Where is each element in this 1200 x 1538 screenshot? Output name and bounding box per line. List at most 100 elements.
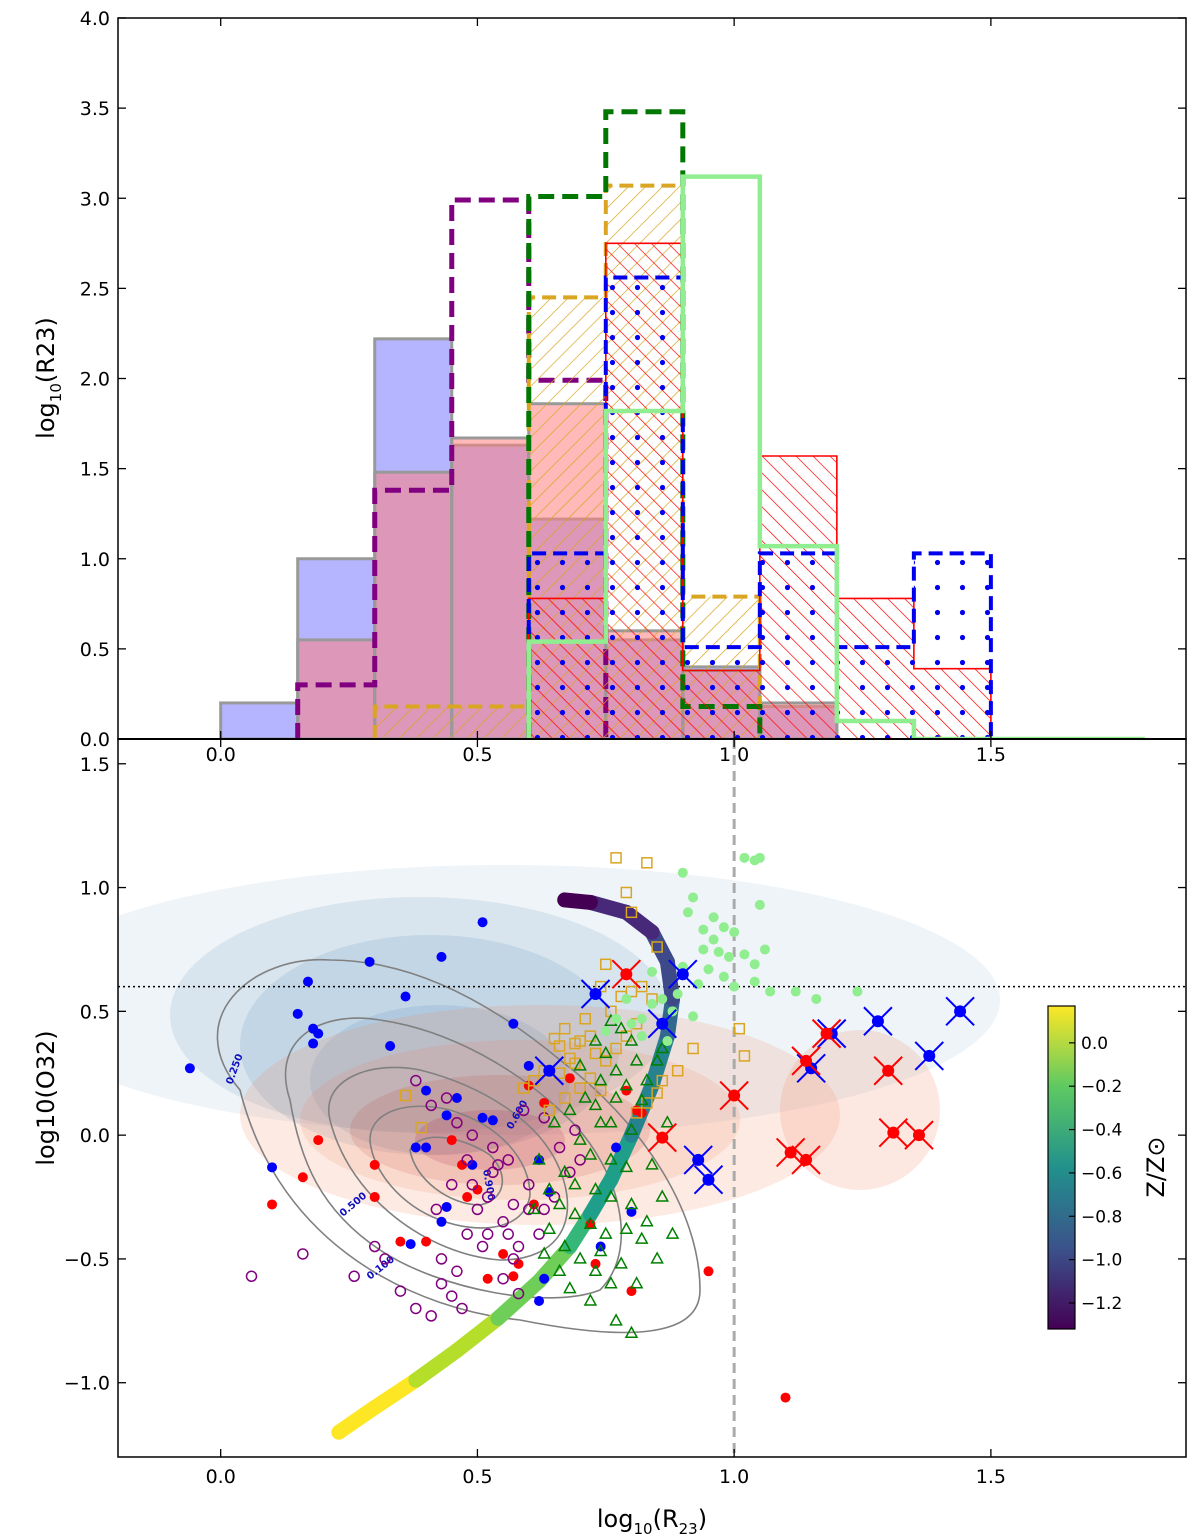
orange-open-squares-point [651,941,663,953]
green-open-triangles-point [599,1045,613,1059]
green-open-triangles-point [624,1196,639,1210]
histogram-y-tick-label: 2.0 [80,369,110,391]
green-open-triangles-point [578,1090,593,1103]
colorbar-gradient [1047,1005,1076,1330]
blue-filled-circles-point [436,1216,447,1227]
green-open-triangles-point [619,1221,634,1234]
green-open-triangles-point [573,1251,587,1264]
green-open-triangles-point [624,1033,639,1046]
light-green-filled-circles-point [647,966,657,977]
light-green-filled-circles-point [811,993,822,1004]
light-green-filled-circles-point [852,986,863,997]
green-open-triangles-point [563,1281,577,1294]
blue-filled-circles-point [421,1085,432,1096]
blue-crosses-point [683,1145,713,1175]
scatter-y-tick-label: 0.5 [80,1001,110,1023]
light-green-filled-circles-point [713,946,724,957]
contour-label: 0.100 [365,1254,397,1282]
blue-filled-circles-point [467,1159,478,1170]
orange-open-squares-point [589,1047,602,1060]
histogram-y-tick-label: 0.0 [80,729,110,751]
orange-hatched-bar [451,706,529,739]
red-filled-circles-point [313,1135,324,1146]
cross-dot [882,1064,895,1077]
colorbar-label: Z/Z⊙ [1142,1136,1170,1197]
orange-open-squares-point [558,1092,571,1104]
light-green-filled-circles-point [754,899,765,910]
red-crosses-point [873,1056,903,1086]
green-open-triangles-point [604,1276,618,1289]
red-filled-circles-point [369,1192,380,1203]
green-open-triangles-point [573,1058,587,1071]
orange-open-squares-point [630,1107,643,1119]
track-segment [557,892,598,910]
red-filled-circles-point [297,1172,308,1183]
green-open-triangles-point [552,1263,567,1277]
cross-dot [676,968,689,981]
red-filled-circles-point [703,1266,714,1277]
blue-filled-circles-point [626,1206,637,1217]
orange-open-squares-point [620,886,633,899]
light-green-filled-circles-point [708,934,719,945]
gray-contour-line [216,959,701,1334]
green-open-triangles-point [573,1132,587,1145]
purple-open-circles-point [440,1092,453,1104]
cross-dot [656,1017,669,1030]
cross-dot [800,1054,813,1067]
cross-dot [728,1089,741,1102]
histogram-y-tick-label: 3.5 [80,98,110,120]
red-filled-circles-point [482,1273,493,1284]
orange-hatched-bar [374,706,452,739]
purple-open-circles-point [461,1228,473,1240]
purple-open-circles-point [466,1178,479,1191]
red-crosses-point [775,1137,806,1168]
green-open-triangles-point [583,1293,598,1306]
red-filled-circles-point [498,1248,509,1259]
scatter-x-tick-label: 0.5 [462,1466,492,1488]
purple-open-circles-point [430,1203,443,1216]
orange-open-squares-point [548,1032,561,1045]
purple-open-circles-point [435,1253,448,1265]
green-open-triangles-point [588,1097,603,1111]
green-open-triangles-point [588,1263,603,1277]
scatter-y-tick-label: 1.0 [80,878,110,900]
orange-open-squares-point [656,1074,669,1087]
orange-open-squares-point [574,1035,586,1047]
red-filled-circles-point [462,1192,473,1203]
scatter-ticks: −1.0 −0.5 0.0 0.5 1.0 1.5 0.0 0.5 1.0 1.5 [64,739,1186,1488]
light-green-filled-circles-point [688,1011,699,1022]
gray-contour-line [369,1105,531,1229]
green-open-triangles-point [542,1221,557,1234]
blue-density-region [118,865,1000,1135]
histogram-y-axis-label: log10(R23) [32,317,65,439]
light-green-filled-circles-point [662,1036,673,1047]
red-crosses-point [719,1080,749,1111]
cross-dot [784,1146,797,1159]
light-green-filled-circles-point [708,912,719,923]
purple-open-circles-point [245,1270,258,1283]
scatter-y-tick-label: 1.5 [80,754,110,776]
green-open-triangles-point [609,1063,623,1076]
purple-open-circles-point [410,1302,422,1315]
purple-open-circles-point [348,1270,360,1283]
red-crosses-point [904,1120,934,1150]
orange-open-squares-point [543,1104,556,1117]
cross-dot [820,1027,833,1040]
orange-open-squares-point [415,1121,427,1134]
track-segment [367,1372,424,1415]
purple-open-circles-point [297,1248,309,1260]
cross-dot [887,1126,900,1139]
cross-dot [620,968,633,981]
light-green-filled-circles-point [718,922,729,933]
histogram-x-tick-label: 1.5 [976,744,1006,766]
green-open-triangles-point [619,1078,634,1091]
purple-open-circles-point [481,1191,494,1203]
green-open-triangles-point [563,1102,577,1116]
blue-dotted-outline [526,275,993,739]
cross-dot [702,1173,715,1186]
orange-open-squares-point [687,1042,699,1055]
green-open-triangles-point [629,1053,644,1066]
light-green-filled-circles-point [765,986,776,997]
purple-open-circles-point [446,1178,458,1191]
purple-open-circles-point [476,1240,489,1253]
